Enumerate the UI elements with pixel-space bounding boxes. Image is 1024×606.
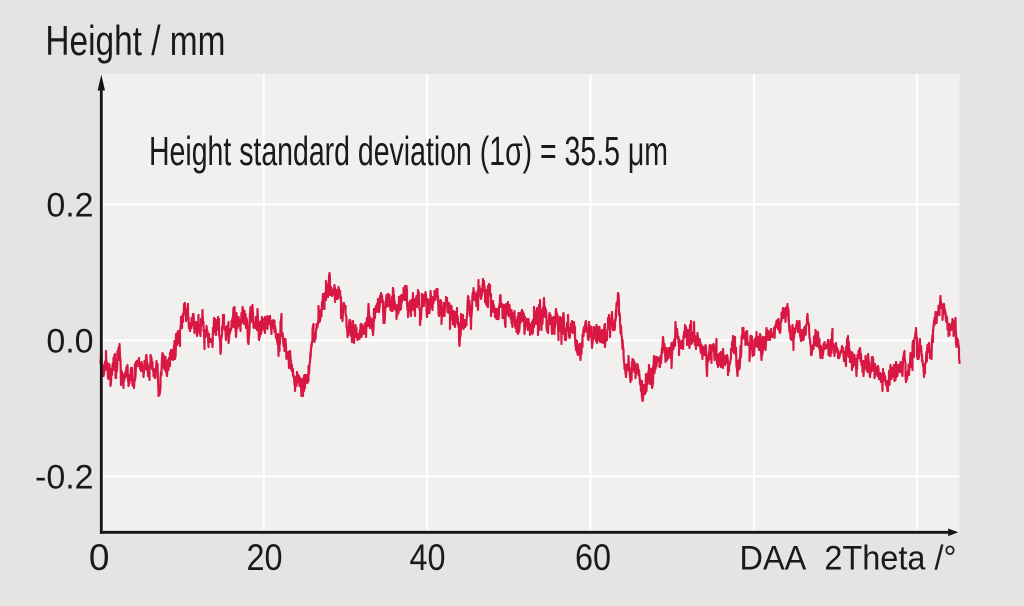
svg-text:Height standard deviation (1σ): Height standard deviation (1σ) = 35.5 μm [149,128,668,174]
svg-text:20: 20 [247,537,283,578]
svg-text:DAA 2Theta /°: DAA 2Theta /° [740,539,957,577]
svg-text:0: 0 [89,537,110,578]
svg-text:-0.2: -0.2 [35,459,94,497]
svg-text:60: 60 [575,537,611,578]
svg-text:40: 40 [410,537,446,578]
svg-text:0.0: 0.0 [46,323,93,361]
svg-text:0.2: 0.2 [46,187,93,225]
svg-text:Height / mm: Height / mm [45,17,225,64]
